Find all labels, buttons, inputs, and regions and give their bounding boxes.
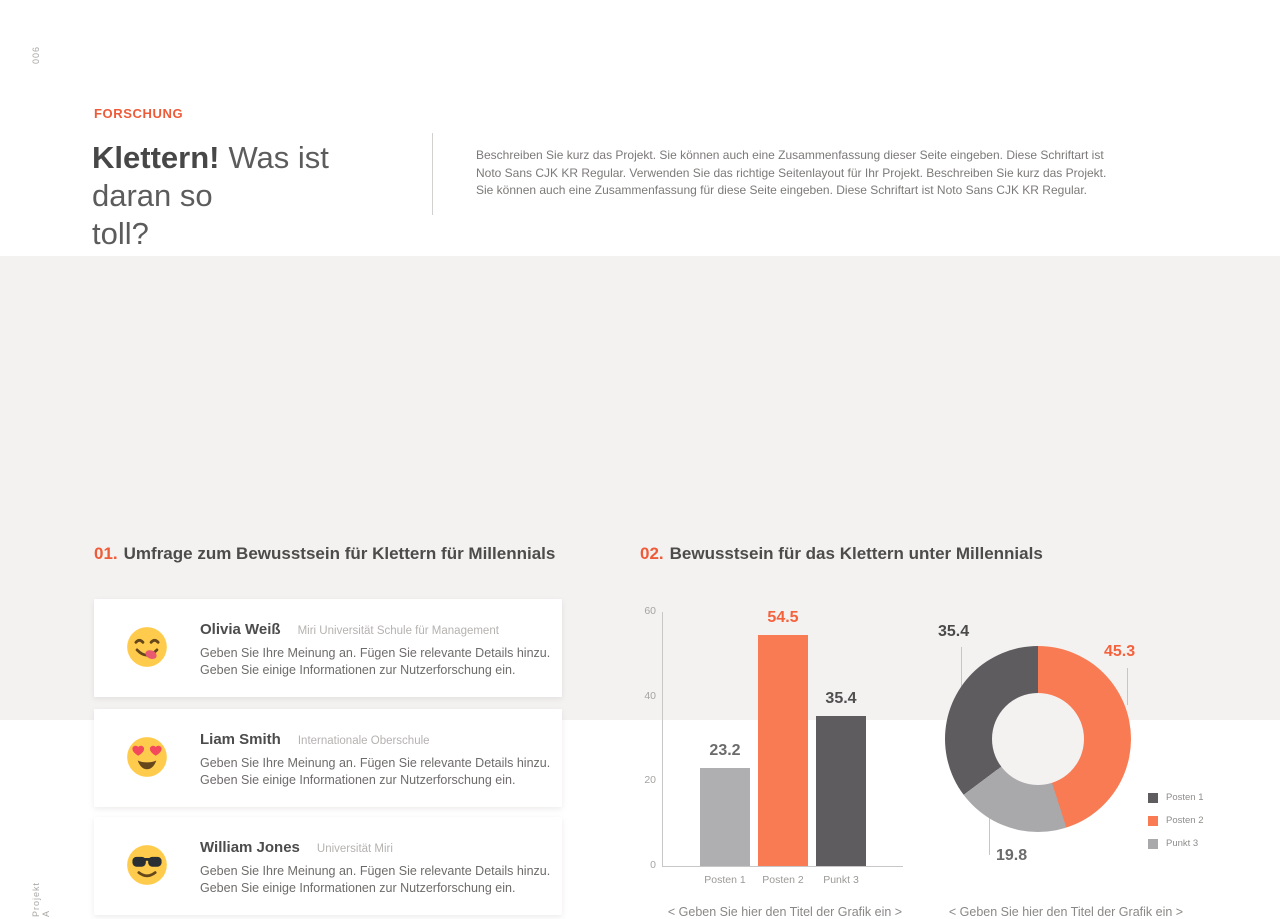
section-2-header: 02. Bewusstsein für das Klettern unter Mi… [640,544,1043,564]
page-title: Klettern! Was ist daran so toll? [92,139,329,253]
title-line-1: Klettern! Was ist [92,139,329,177]
bottom-section: Projekt A 01. Umfrage zum Bewusstsein für… [0,256,1280,919]
bar-value-label: 35.4 [825,690,857,708]
project-label: Projekt A [31,882,51,918]
heart-eyes-emoji-icon [126,736,168,778]
bar-chart-caption: < Geben Sie hier den Titel der Grafik ei… [667,905,903,919]
testimonial-card: William Jones Universität Miri Geben Sie … [94,817,562,915]
bar-posten-1 [700,767,750,866]
section-1-number: 01. [94,544,118,563]
person-affiliation: Internationale Oberschule [297,735,430,747]
page-number: 006 [31,46,41,65]
person-name: Liam Smith [200,731,281,748]
bar-posten-2 [758,635,808,866]
testimonial-card: Liam Smith Internationale Oberschule Gebe… [94,709,562,807]
donut-callout-posten-2: 45.3 [1104,643,1136,660]
person-name: William Jones [200,839,300,856]
testimonial-text: Geben Sie Ihre Meinung an. Fügen Sie rel… [200,864,551,895]
bar-value-label: 23.2 [709,741,741,759]
donut-leader-line [961,647,962,689]
vertical-divider [432,133,433,215]
bar-punkt-3 [816,716,866,866]
testimonial-text: Geben Sie Ihre Meinung an. Fügen Sie rel… [200,756,551,787]
donut-chart-caption: < Geben Sie hier den Titel der Grafik ei… [948,905,1184,919]
donut-callout-punkt-3: 19.8 [996,847,1028,864]
legend-label: Posten 2 [1166,815,1204,826]
person-affiliation: Miri Universität Schule für Management [297,625,499,637]
section-1-title: Umfrage zum Bewusstsein für Klettern für… [123,544,556,563]
top-section: 006 FORSCHUNG Klettern! Was ist daran so … [0,0,1280,256]
donut-leader-line [1127,668,1128,705]
eyebrow-label: FORSCHUNG [94,106,184,121]
testimonial-text: Geben Sie Ihre Meinung an. Fügen Sie rel… [200,646,551,677]
yum-face-emoji-icon [126,626,168,668]
legend-label: Punkt 3 [1166,838,1199,849]
legend-item: Punkt 3 [1148,838,1204,849]
legend-item: Posten 1 [1148,792,1204,803]
legend-color-swatch [1148,838,1158,849]
person-name: Olivia Weiß [200,621,281,638]
title-rest: Was ist [228,139,329,175]
legend-label: Posten 1 [1166,792,1204,803]
bar-x-axis-label: Posten 2 [762,874,804,886]
bar-y-axis-tick: 60 [644,605,656,617]
sunglasses-emoji-icon [126,844,168,886]
donut-chart: 35.4 45.3 19.8 Posten 1 Posten 2 Punkt 3 [920,606,1212,898]
bar-x-axis-label: Posten 1 [704,874,746,886]
title-line-2: daran so [92,177,213,213]
title-line-3: toll? [92,215,149,251]
intro-description: Beschreiben Sie kurz das Projekt. Sie kö… [476,148,1107,197]
bar-y-axis-tick: 0 [650,859,656,871]
section-1-header: 01. Umfrage zum Bewusstsein für Klettern … [94,544,555,564]
title-bold: Klettern! [92,139,220,175]
section-2-number: 02. [640,544,664,563]
legend-color-swatch [1148,815,1158,826]
donut-callout-posten-1: 35.4 [938,623,970,640]
section-2-title: Bewusstsein für das Klettern unter Mille… [669,544,1043,563]
bar-y-axis-tick: 40 [644,689,656,702]
bar-chart: 0 20 40 60 23.2 Posten 1 54.5 Posten 2 35.4 Punk… [640,604,932,904]
legend-color-swatch [1148,792,1158,803]
testimonial-card: Olivia Weiß Miri Universität Schule für M… [94,599,562,697]
bar-y-axis-tick: 20 [644,774,656,787]
donut-ring [945,646,1131,832]
legend-item: Posten 2 [1148,815,1204,826]
bar-plot-area: 23.2 Posten 1 54.5 Posten 2 35.4 Punkt 3 [662,609,903,886]
person-affiliation: Universität Miri [316,843,393,855]
bar-value-label: 54.5 [767,609,799,627]
bar-x-axis-label: Punkt 3 [823,874,859,886]
donut-legend: Posten 1 Posten 2 Punkt 3 [1148,792,1204,861]
